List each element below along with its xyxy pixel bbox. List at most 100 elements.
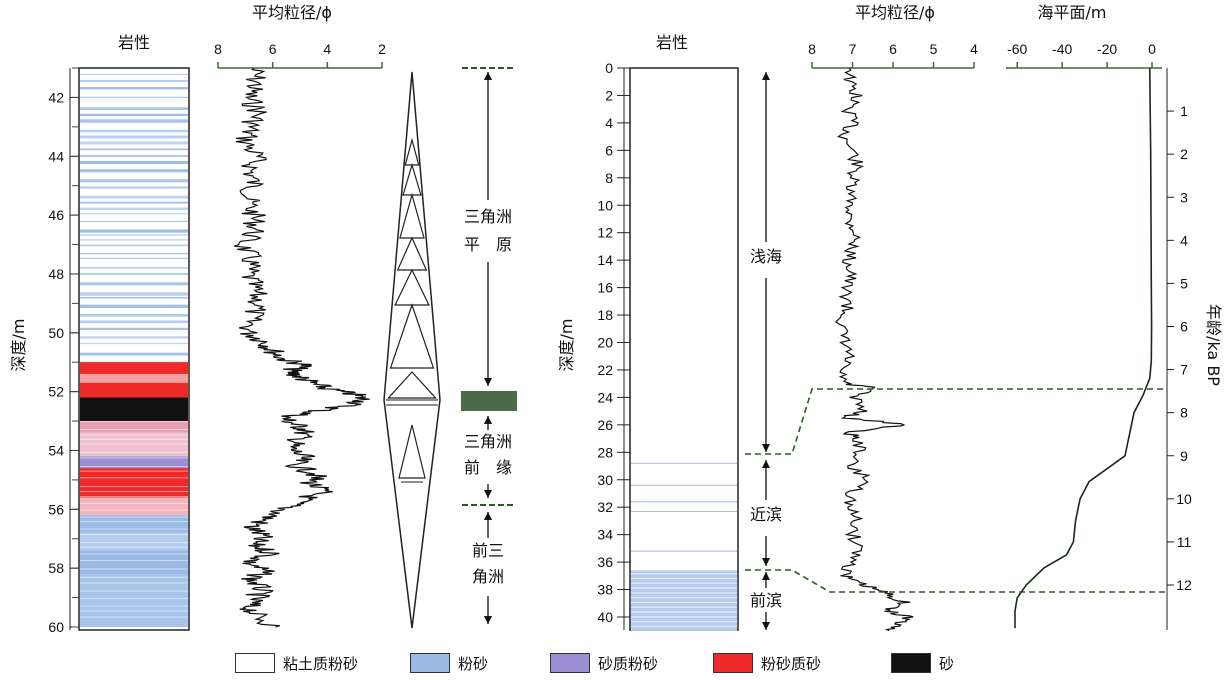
lithology-lamina xyxy=(80,438,188,440)
grain-tick-label-right: 6 xyxy=(889,41,897,57)
lithology-band xyxy=(80,314,188,317)
lithology-band xyxy=(80,574,188,627)
lithology-band xyxy=(80,129,188,133)
lithology-lamina xyxy=(631,625,737,628)
lithology-band xyxy=(80,87,188,90)
lithology-band xyxy=(80,244,188,247)
lithology-band xyxy=(80,421,188,433)
lithology-lamina xyxy=(80,582,188,584)
facies-label: 浅海 xyxy=(750,247,782,266)
legend-item: 粘土质粉砂 xyxy=(235,652,358,674)
lithology-band xyxy=(80,107,188,111)
lithology-band xyxy=(80,397,188,422)
lithology-band xyxy=(80,432,188,457)
lithology-band xyxy=(80,292,188,296)
legend-swatch xyxy=(235,653,275,673)
depth-axis-label-left: 深度/m xyxy=(9,319,28,372)
grain-tick-label-right: 4 xyxy=(970,41,978,57)
legend-item: 粉砂 xyxy=(410,652,488,674)
grain-tick-label-left: 2 xyxy=(378,41,386,57)
facies-labels-right: 浅海 近滨 前滨 xyxy=(750,247,782,610)
grain-tick-label-right: 7 xyxy=(849,41,857,57)
lithology-band xyxy=(80,119,188,123)
grain-tick-label-right: 8 xyxy=(808,41,816,57)
depth-tick-label-right: 38 xyxy=(597,582,613,598)
depth-tick-label-right: 18 xyxy=(597,307,613,323)
lithology-band xyxy=(80,320,188,324)
lithology-band xyxy=(80,297,188,299)
lithology-band xyxy=(80,252,188,255)
lithology-lamina xyxy=(80,605,188,607)
sea-level-tick-label: -20 xyxy=(1097,41,1117,57)
lithology-band xyxy=(80,96,188,99)
lithology-band xyxy=(80,342,188,345)
lithology-lamina xyxy=(80,576,188,578)
lithology-lamina xyxy=(631,587,737,589)
lithology-lamina xyxy=(80,421,188,423)
facies-labels-left: 三角洲 平 原 三角洲 前 缘 前三 角洲 xyxy=(464,207,512,586)
lithology-band xyxy=(80,207,188,211)
lithology-lamina xyxy=(80,477,188,479)
lithology-band xyxy=(80,234,188,236)
facies-marker xyxy=(461,391,517,411)
lithology-band xyxy=(80,179,188,183)
facies-label: 角洲 xyxy=(472,567,504,586)
boundary-line xyxy=(745,388,1165,455)
depth-tick-label-right: 12 xyxy=(597,225,613,241)
arrow-head xyxy=(484,616,492,624)
lithology-column-right xyxy=(629,67,739,631)
delta-triangle xyxy=(398,424,426,479)
lithology-lamina xyxy=(80,568,188,570)
delta-triangle xyxy=(389,303,435,369)
arrow-head xyxy=(762,558,770,566)
age-tick-label: 6 xyxy=(1180,319,1188,335)
grain-tick-label-left: 8 xyxy=(214,41,222,57)
lithology-band xyxy=(80,373,188,383)
age-tick-label: 12 xyxy=(1176,577,1192,593)
lithology-band xyxy=(80,73,188,76)
lithology-band xyxy=(80,456,188,469)
depth-tick-label-left: 58 xyxy=(48,560,64,576)
legend-item: 粉砂质砂 xyxy=(713,652,821,674)
arrow-head xyxy=(484,512,492,520)
lithology-lamina xyxy=(631,616,737,618)
lithology-band xyxy=(80,497,188,516)
lithology-band xyxy=(80,239,188,241)
lithology-band xyxy=(80,272,188,276)
lithology-lamina xyxy=(80,502,188,504)
lithology-lamina xyxy=(80,542,188,544)
legend-swatch xyxy=(891,653,931,673)
lithology-band xyxy=(80,154,188,158)
arrow-head xyxy=(762,444,770,452)
lithology-band xyxy=(80,148,188,151)
facies-label: 三角洲 xyxy=(464,432,512,451)
lithology-lamina xyxy=(631,577,737,580)
lithology-lamina xyxy=(631,592,737,594)
lithology-lamina xyxy=(80,429,188,431)
depth-tick-label-left: 42 xyxy=(48,89,64,105)
depth-tick-label-right: 40 xyxy=(597,609,613,625)
lithology-lamina xyxy=(80,516,188,518)
facies-label: 前 缘 xyxy=(464,458,512,477)
sea-level-tick-label: -40 xyxy=(1052,41,1072,57)
lithology-band xyxy=(80,550,188,575)
lithology-lamina xyxy=(631,611,737,613)
depth-axis-label-right: 深度/m xyxy=(557,319,576,372)
arrow-head xyxy=(762,460,770,468)
sea-level-title: 海平面/m xyxy=(1038,3,1107,22)
depth-tick-label-right: 32 xyxy=(597,499,613,515)
depth-tick-label-right: 10 xyxy=(597,197,613,213)
legend-label: 砂 xyxy=(939,654,955,673)
grain-tick-label-right: 5 xyxy=(930,41,938,57)
delta-triangle xyxy=(396,236,428,271)
arrow-head xyxy=(762,72,770,80)
age-tick-label: 5 xyxy=(1180,275,1188,291)
lithology-column-left xyxy=(78,67,190,631)
depth-tick-label-left: 48 xyxy=(48,266,64,282)
age-tick-label: 8 xyxy=(1180,405,1188,421)
depth-tick-label-left: 56 xyxy=(48,501,64,517)
facies-label: 平 原 xyxy=(464,235,512,254)
delta-triangle xyxy=(402,162,422,196)
depth-tick-label-left: 60 xyxy=(48,619,64,635)
